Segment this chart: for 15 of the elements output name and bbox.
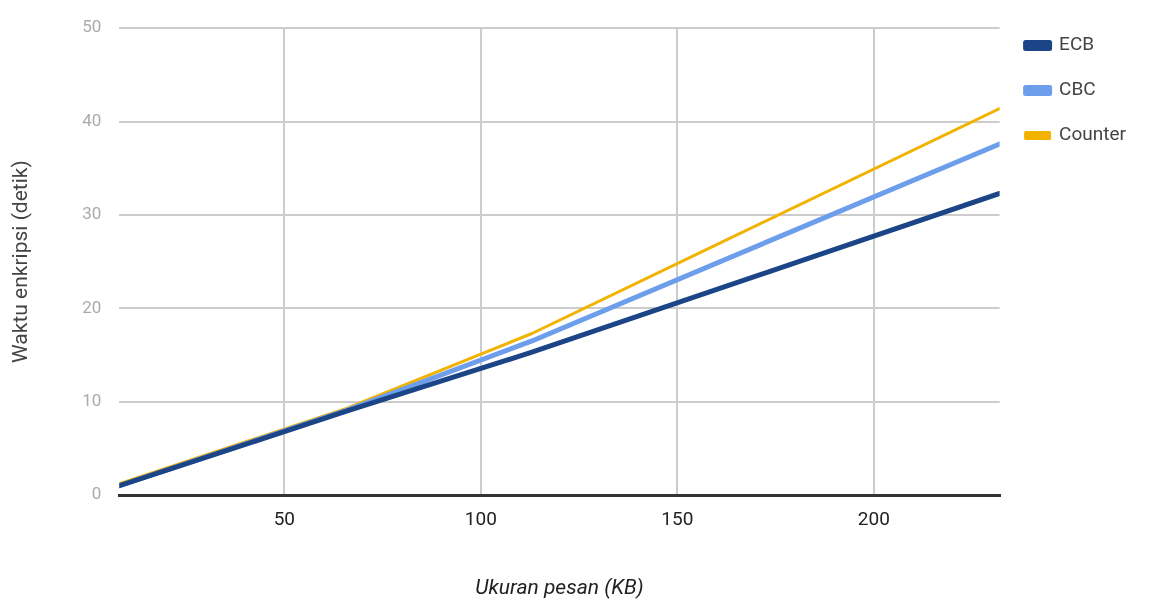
y-tick-label: 30 — [82, 203, 102, 224]
x-tick-label: 50 — [273, 507, 296, 531]
y-axis-title: Waktu enkripsi (detik) — [7, 160, 32, 363]
y-tick-label: 10 — [82, 389, 102, 410]
legend-label: Counter — [1059, 122, 1127, 146]
y-tick-label: 20 — [82, 296, 102, 317]
x-tick-label: 100 — [464, 507, 497, 531]
x-tick-label: 150 — [661, 507, 694, 531]
legend-label: CBC — [1059, 77, 1096, 101]
y-tick-label: 40 — [82, 109, 102, 130]
y-tick-label: 50 — [82, 16, 102, 37]
x-axis-title: Ukuran pesan (KB) — [475, 574, 644, 599]
x-tick-label: 200 — [857, 507, 890, 531]
legend-label: ECB — [1059, 32, 1095, 56]
y-tick-label: 0 — [91, 483, 102, 504]
